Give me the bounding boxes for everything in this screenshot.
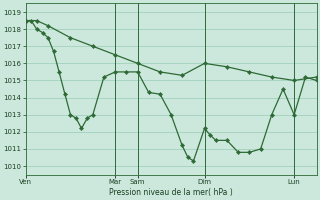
X-axis label: Pression niveau de la mer( hPa ): Pression niveau de la mer( hPa ) — [109, 188, 233, 197]
